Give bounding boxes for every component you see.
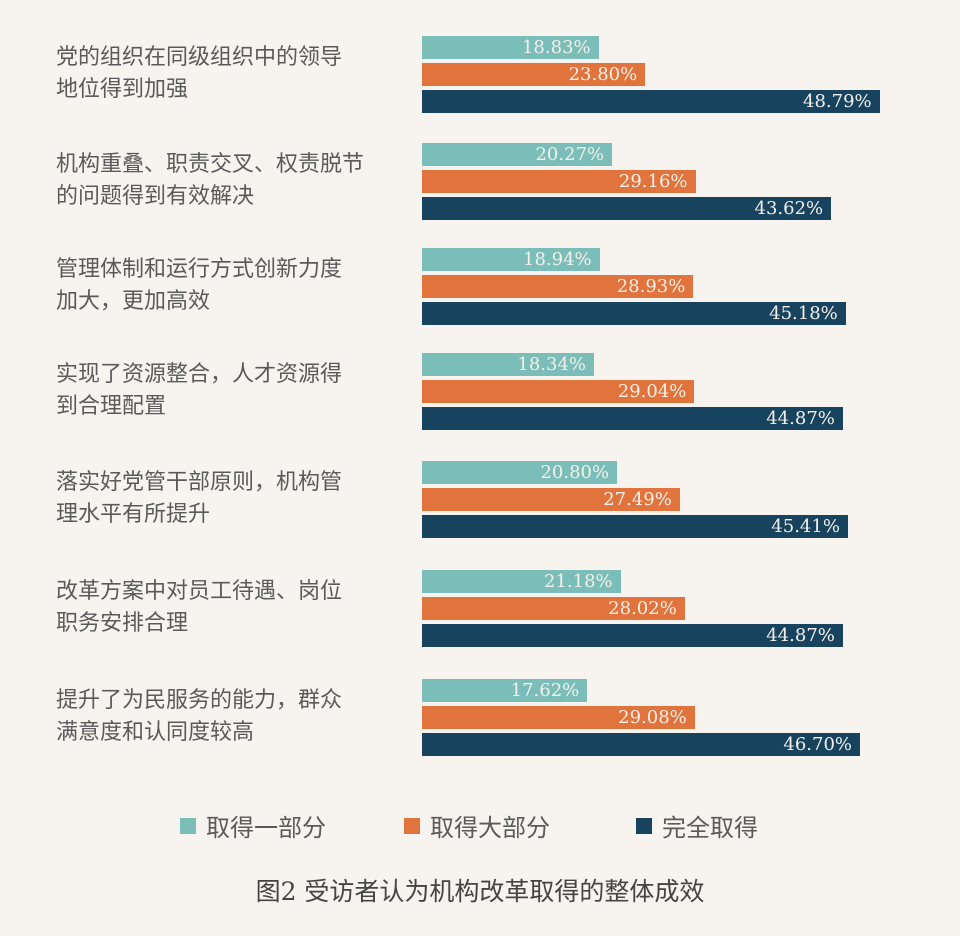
bar-value-label: 44.87%: [766, 408, 835, 429]
category-label-line: 管理体制和运行方式创新力度: [56, 257, 343, 282]
bar-most: 28.93%: [422, 275, 694, 298]
legend-swatch-full: [636, 817, 652, 834]
category-label-line: 落实好党管干部原则，机构管: [56, 470, 343, 495]
bar-value-label: 17.62%: [510, 680, 580, 701]
bar-value-label: 29.16%: [618, 171, 688, 192]
bar-partial: 18.34%: [422, 353, 595, 376]
bar-full: 45.41%: [422, 515, 848, 538]
category-label: 机构重叠、职责交叉、权责脱节 的问题得到有效解决: [56, 149, 406, 213]
figure-caption: 图2 受访者认为机构改革取得的整体成效: [255, 877, 705, 906]
bar-full: 44.87%: [422, 624, 843, 647]
category-label: 党的组织在同级组织中的领导 地位得到加强: [56, 42, 406, 106]
bar-most: 28.02%: [422, 597, 685, 620]
bar-value-label: 48.79%: [803, 91, 872, 112]
category-group: 管理体制和运行方式创新力度 加大，更加高效 18.94% 28.93% 45.18%: [0, 248, 960, 328]
category-label-line: 机构重叠、职责交叉、权责脱节: [56, 152, 365, 177]
bar-partial: 21.18%: [422, 570, 621, 593]
category-label-line: 实现了资源整合，人才资源得: [56, 362, 343, 387]
bar-value-label: 45.18%: [769, 303, 838, 324]
bar-partial: 20.80%: [422, 461, 618, 484]
category-label: 提升了为民服务的能力，群众 满意度和认同度较高: [56, 685, 406, 749]
bar-value-label: 23.80%: [568, 64, 638, 85]
bar-value-label: 45.41%: [771, 516, 840, 537]
bar-full: 46.70%: [422, 733, 861, 756]
bar-partial: 20.27%: [422, 143, 613, 166]
legend-swatch-most: [404, 817, 420, 834]
legend-label: 完全取得: [662, 814, 758, 842]
legend-label: 取得一部分: [206, 814, 326, 842]
legend-item-partial: 取得一部分: [180, 808, 326, 843]
category-group: 机构重叠、职责交叉、权责脱节 的问题得到有效解决 20.27% 29.16% 43.62…: [0, 143, 960, 223]
category-label-line: 到合理配置: [56, 394, 167, 419]
bar-full: 48.79%: [422, 90, 880, 113]
category-group: 改革方案中对员工待遇、岗位 职务安排合理 21.18% 28.02% 44.87%: [0, 570, 960, 650]
bar-partial: 18.94%: [422, 248, 600, 271]
category-group: 实现了资源整合，人才资源得 到合理配置 18.34% 29.04% 44.87%: [0, 353, 960, 433]
legend-item-full: 完全取得: [636, 808, 758, 843]
bar-value-label: 20.80%: [540, 462, 610, 483]
bar-full: 43.62%: [422, 197, 832, 220]
bar-value-label: 29.08%: [618, 707, 687, 728]
category-label-line: 党的组织在同级组织中的领导: [56, 45, 343, 70]
bar-value-label: 28.02%: [608, 598, 677, 619]
bar-value-label: 18.83%: [521, 37, 591, 58]
bar-full: 44.87%: [422, 407, 843, 430]
category-group: 党的组织在同级组织中的领导 地位得到加强 18.83% 23.80% 48.79%: [0, 36, 960, 116]
bar-value-label: 20.27%: [535, 144, 605, 165]
category-label: 落实好党管干部原则，机构管 理水平有所提升: [56, 467, 406, 531]
category-label-line: 加大，更加高效: [56, 289, 211, 314]
bar-value-label: 43.62%: [754, 198, 824, 219]
bar-value-label: 18.94%: [523, 249, 592, 270]
category-label: 管理体制和运行方式创新力度 加大，更加高效: [56, 254, 406, 318]
bar-value-label: 29.04%: [617, 381, 687, 402]
bar-most: 23.80%: [422, 63, 646, 86]
bar-full: 45.18%: [422, 302, 846, 325]
bar-most: 29.16%: [422, 170, 696, 193]
bar-value-label: 44.87%: [766, 625, 835, 646]
category-label: 实现了资源整合，人才资源得 到合理配置: [56, 359, 406, 423]
legend-item-most: 取得大部分: [404, 808, 550, 843]
category-label-line: 的问题得到有效解决: [56, 184, 255, 209]
bar-most: 29.08%: [422, 706, 695, 729]
category-group: 提升了为民服务的能力，群众 满意度和认同度较高 17.62% 29.08% 46.70%: [0, 679, 960, 759]
bar-value-label: 46.70%: [783, 734, 853, 755]
bar-value-label: 27.49%: [603, 489, 672, 510]
category-label-line: 提升了为民服务的能力，群众: [56, 688, 343, 713]
category-label-line: 理水平有所提升: [56, 502, 211, 527]
legend-swatch-partial: [180, 817, 196, 834]
bar-partial: 18.83%: [422, 36, 599, 59]
category-label-line: 改革方案中对员工待遇、岗位: [56, 579, 343, 604]
bar-value-label: 28.93%: [616, 276, 686, 297]
category-label: 改革方案中对员工待遇、岗位 职务安排合理: [56, 576, 406, 640]
bar-partial: 17.62%: [422, 679, 588, 702]
bar-most: 29.04%: [422, 380, 695, 403]
legend-label: 取得大部分: [430, 814, 550, 842]
category-label-line: 满意度和认同度较高: [56, 720, 255, 745]
category-group: 落实好党管干部原则，机构管 理水平有所提升 20.80% 27.49% 45.41%: [0, 461, 960, 541]
bar-value-label: 18.34%: [517, 354, 587, 375]
bar-value-label: 21.18%: [544, 571, 613, 592]
category-label-line: 地位得到加强: [56, 77, 189, 102]
category-label-line: 职务安排合理: [56, 611, 189, 636]
bar-most: 27.49%: [422, 488, 680, 511]
legend: 取得一部分 取得大部分 完全取得: [0, 808, 960, 842]
